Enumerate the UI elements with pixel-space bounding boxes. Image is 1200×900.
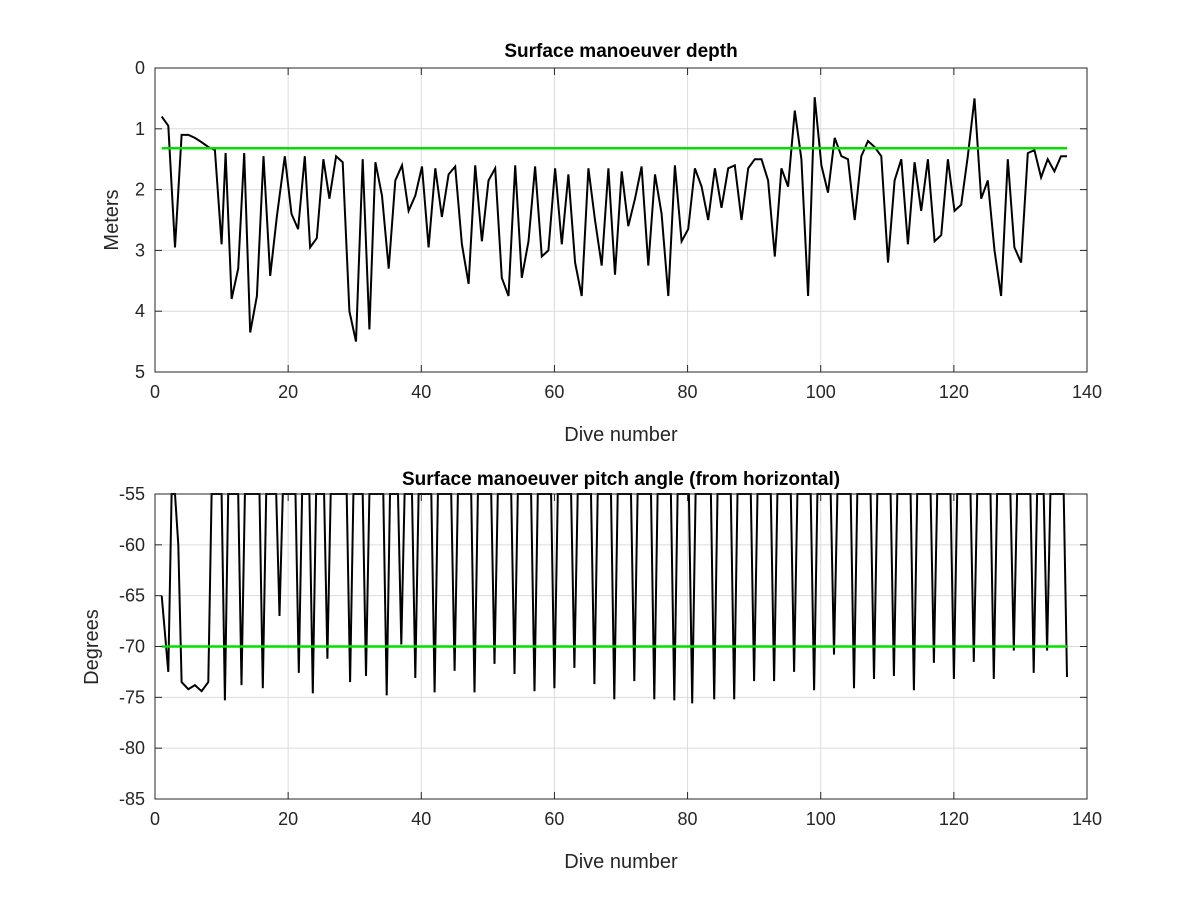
depth-y-tick-label: 1	[135, 119, 145, 139]
depth-x-tick-label: 60	[544, 382, 564, 402]
pitch-y-ticks: -55 -60 -65 -70 -75 -80 -85	[119, 484, 1087, 809]
depth-data-line	[160, 97, 1067, 342]
depth-x-tick-label: 40	[411, 382, 431, 402]
depth-x-tick-label: 0	[150, 382, 160, 402]
depth-x-tick-label: 100	[806, 382, 836, 402]
depth-x-tick-label: 80	[678, 382, 698, 402]
depth-x-ticks: 0 20 40 60 80 100 120 140	[150, 68, 1102, 402]
pitch-title: Surface manoeuver pitch angle (from hori…	[402, 469, 840, 490]
pitch-data-line	[160, 493, 1068, 704]
depth-x-label: Dive number	[564, 424, 678, 446]
depth-title: Surface manoeuver depth	[504, 41, 737, 62]
depth-y-tick-label: 3	[135, 240, 145, 260]
depth-subplot: 0 20 40 60 80 100 120 140 0 1 2 3 4 5 Surface manoeu…	[101, 41, 1102, 446]
depth-lines	[160, 97, 1067, 342]
depth-y-tick-label: 2	[135, 180, 145, 200]
pitch-y-tick-label: -85	[119, 789, 145, 809]
pitch-y-label: Degrees	[81, 609, 103, 685]
pitch-y-tick-label: -55	[119, 484, 145, 504]
pitch-x-label: Dive number	[564, 851, 678, 873]
depth-y-ticks: 0 1 2 3 4 5	[135, 58, 1087, 382]
depth-y-tick-label: 4	[135, 301, 145, 321]
pitch-y-tick-label: -80	[119, 738, 145, 758]
pitch-lines	[160, 493, 1068, 704]
pitch-y-tick-label: -60	[119, 535, 145, 555]
depth-x-tick-label: 20	[278, 382, 298, 402]
pitch-y-tick-label: -65	[119, 586, 145, 606]
depth-y-label: Meters	[101, 189, 123, 250]
pitch-x-tick-label: 100	[806, 809, 836, 829]
pitch-subplot: 0 20 40 60 80 100 120 140 -55 -60 -65 -70 -75 -80 -85…	[81, 469, 1102, 873]
depth-x-tick-label: 140	[1072, 382, 1102, 402]
pitch-x-tick-label: 120	[939, 809, 969, 829]
pitch-x-tick-label: 60	[544, 809, 564, 829]
pitch-x-tick-label: 0	[150, 809, 160, 829]
depth-y-tick-label: 0	[135, 58, 145, 78]
pitch-x-tick-label: 140	[1072, 809, 1102, 829]
depth-y-tick-label: 5	[135, 362, 145, 382]
pitch-x-tick-label: 20	[278, 809, 298, 829]
depth-axes-box	[154, 67, 1088, 373]
pitch-x-tick-label: 40	[411, 809, 431, 829]
pitch-y-tick-label: -75	[119, 687, 145, 707]
pitch-x-ticks: 0 20 40 60 80 100 120 140	[150, 494, 1102, 829]
pitch-x-tick-label: 80	[678, 809, 698, 829]
pitch-y-tick-label: -70	[119, 637, 145, 657]
depth-x-tick-label: 120	[939, 382, 969, 402]
